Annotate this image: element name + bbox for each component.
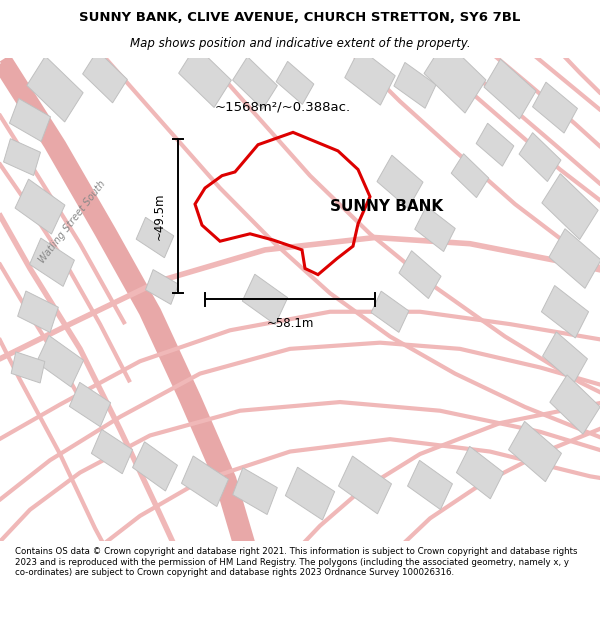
Polygon shape xyxy=(541,286,589,338)
Polygon shape xyxy=(83,51,127,103)
Polygon shape xyxy=(399,251,441,299)
Polygon shape xyxy=(509,421,562,482)
Text: Map shows position and indicative extent of the property.: Map shows position and indicative extent… xyxy=(130,37,470,50)
Text: SUNNY BANK, CLIVE AVENUE, CHURCH STRETTON, SY6 7BL: SUNNY BANK, CLIVE AVENUE, CHURCH STRETTO… xyxy=(79,11,521,24)
Polygon shape xyxy=(407,461,452,509)
Polygon shape xyxy=(10,99,50,141)
Polygon shape xyxy=(286,468,335,520)
Text: Watling Street South: Watling Street South xyxy=(37,178,107,264)
Polygon shape xyxy=(476,123,514,166)
Polygon shape xyxy=(133,442,178,491)
Polygon shape xyxy=(17,291,58,332)
Polygon shape xyxy=(179,46,232,108)
Polygon shape xyxy=(338,456,391,514)
Polygon shape xyxy=(377,155,423,209)
Polygon shape xyxy=(29,238,74,286)
Polygon shape xyxy=(15,179,65,234)
Polygon shape xyxy=(519,132,561,181)
Polygon shape xyxy=(37,336,83,387)
Polygon shape xyxy=(533,82,577,133)
Polygon shape xyxy=(136,217,174,258)
Polygon shape xyxy=(451,154,489,198)
Polygon shape xyxy=(394,62,436,108)
Polygon shape xyxy=(4,139,40,176)
Polygon shape xyxy=(371,291,409,332)
Polygon shape xyxy=(70,382,110,427)
Polygon shape xyxy=(542,174,598,239)
Polygon shape xyxy=(424,40,486,113)
Polygon shape xyxy=(484,59,536,119)
Text: ~1568m²/~0.388ac.: ~1568m²/~0.388ac. xyxy=(215,101,351,114)
Polygon shape xyxy=(415,206,455,251)
Polygon shape xyxy=(181,456,229,506)
Polygon shape xyxy=(146,269,178,304)
Polygon shape xyxy=(27,56,83,122)
Text: SUNNY BANK: SUNNY BANK xyxy=(330,199,443,214)
Polygon shape xyxy=(91,429,133,474)
Text: ~58.1m: ~58.1m xyxy=(266,317,314,330)
Polygon shape xyxy=(276,61,314,104)
Polygon shape xyxy=(542,332,587,383)
Polygon shape xyxy=(550,375,600,434)
Polygon shape xyxy=(233,468,277,514)
Polygon shape xyxy=(457,446,503,499)
Polygon shape xyxy=(549,229,600,288)
Polygon shape xyxy=(242,274,288,324)
Polygon shape xyxy=(233,57,277,109)
Polygon shape xyxy=(11,352,45,383)
Text: ~49.5m: ~49.5m xyxy=(153,192,166,239)
Text: Contains OS data © Crown copyright and database right 2021. This information is : Contains OS data © Crown copyright and d… xyxy=(15,548,577,577)
Polygon shape xyxy=(345,48,395,105)
